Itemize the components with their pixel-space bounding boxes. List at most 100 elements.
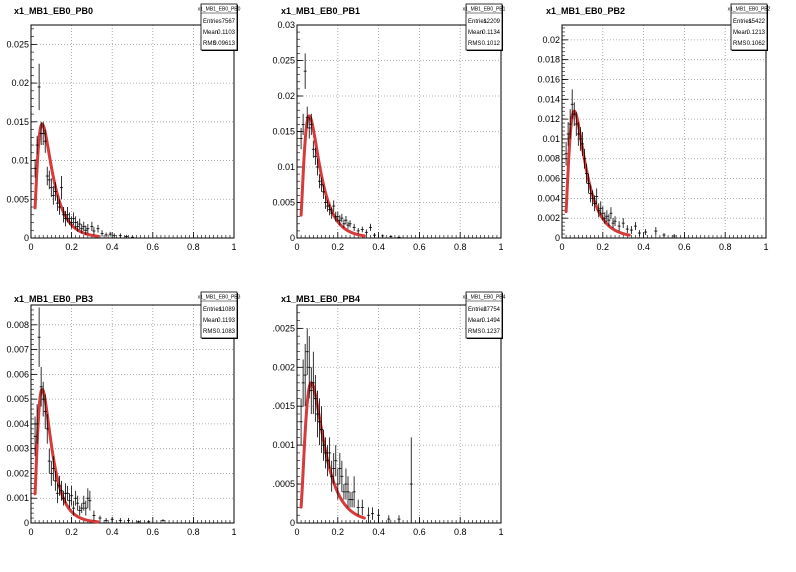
y-tick-label: 0.03 [277,20,295,30]
data-point [377,508,381,522]
y-tick-label: 0.015 [272,127,295,137]
stats-label: Entries [203,19,222,25]
data-point [574,112,578,136]
data-point [580,131,584,156]
y-tick-label: 0 [24,233,29,243]
stats-name: x1_MB1_EB0_PB3 [198,295,241,301]
data-point [313,147,317,165]
data-point [356,499,360,516]
data-point [311,140,315,158]
data-point [387,515,391,523]
x-tick-label: 0.6 [678,242,691,252]
data-point [397,236,401,238]
data-point [609,207,613,220]
data-point [342,219,346,229]
panel-0: 0 0.2 0.4 0.6 0.8 1 0 0.005 0.01 0.015 0.02 0.025 x1… [6,3,241,252]
data-point [350,491,354,508]
data-point [315,390,319,438]
data-point [566,122,570,146]
y-tick-label: 0.002 [6,468,29,478]
x-tick-label: 0.4 [637,242,650,252]
data-point [330,207,334,219]
y-tick-label: 0 [290,518,295,528]
data-point [409,437,413,523]
data-point [313,375,317,422]
stats-value: 27754 [483,307,500,313]
data-point [611,218,615,229]
data-point [303,343,307,407]
data-point [66,485,70,501]
stats-value: 0.1494 [482,318,501,324]
data-point [45,166,49,186]
x-tick-label: 1 [231,527,236,537]
data-point [336,468,340,500]
y-tick-label: 0.016 [537,74,560,84]
stats-value: 0.09613 [213,41,235,47]
stats-name: x1_MB1_EB0_PB2 [728,7,771,13]
data-point [118,518,122,523]
data-point [344,215,348,225]
y-tick-label: 0.004 [537,193,560,203]
data-point [356,228,360,234]
data-point [373,233,377,238]
data-point [84,225,88,235]
fit-curve [33,387,100,524]
y-tick-label: 0.002 [272,362,295,372]
data-point [70,216,74,229]
data-point [346,221,350,229]
data-point [360,226,364,233]
panel-2: 0 0.2 0.4 0.6 0.8 1 0 0.002 0.004 0.006 0.008 0.01 0… [537,3,771,252]
data-point [322,184,326,199]
data-point [41,121,45,146]
stats-value: 0.1237 [482,329,501,335]
data-point [51,456,55,481]
data-point [389,235,393,238]
data-point [64,210,68,227]
data-point [108,231,112,237]
data-point [39,366,43,407]
x-tick-label: 0.8 [187,527,200,537]
data-point [47,448,51,474]
x-tick-label: 0.6 [147,242,160,252]
data-point [328,437,332,469]
data-point [309,367,313,414]
data-point [57,475,61,496]
stats-label: Mean [203,30,218,36]
data-point [112,233,116,238]
stats-box-frame [465,3,503,51]
data-point [364,229,368,236]
data-point [51,186,55,205]
data-point [78,218,82,230]
y-tick-label: 0 [555,233,560,243]
data-point [381,234,385,238]
x-tick-label: 0.2 [332,527,345,537]
data-point [110,516,114,522]
x-tick-label: 1 [231,242,236,252]
panel-4: 0 0.2 0.4 0.6 0.8 1 0 .0005 0.001 .0015 0.002 .0025… [272,291,506,537]
data-point [33,416,37,457]
data-point [47,170,51,190]
panel-title: x1_MB1_EB0_PB0 [14,6,93,16]
stats-value: 0.1103 [217,30,236,36]
data-point [662,233,666,238]
y-tick-label: 0.012 [537,114,560,124]
data-point [344,468,348,500]
stats-value: 0.1062 [747,41,766,47]
data-point [330,460,334,492]
data-point [86,488,90,509]
x-tick-label: 0.2 [65,527,78,537]
data-point [336,211,340,222]
data-point [338,452,342,485]
data-point [92,510,96,521]
data-point [72,500,76,516]
data-point [37,307,41,367]
data-point [45,414,49,444]
data-point [319,177,323,192]
y-tick-label: 0.006 [537,174,560,184]
y-tick-label: 0.001 [6,493,29,503]
data-point [43,394,47,429]
data-point [578,127,582,151]
